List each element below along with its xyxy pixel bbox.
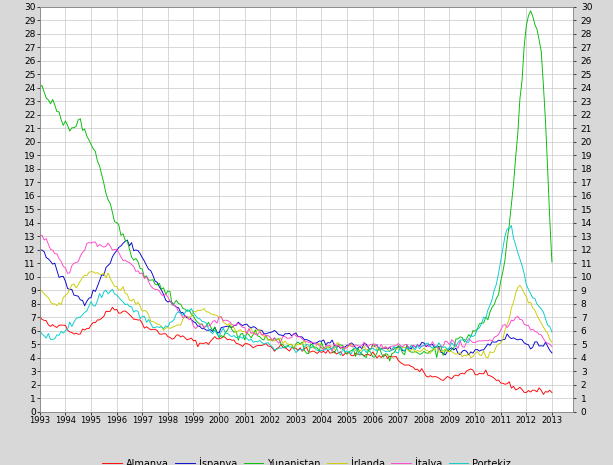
- İrlanda: [450, 350, 457, 356]
- İspanya: [546, 347, 554, 353]
- Yunanistan: [329, 347, 336, 353]
- Yunanistan: [527, 8, 535, 13]
- Yunanistan: [548, 259, 555, 265]
- İtalya: [333, 344, 340, 349]
- Almanya: [450, 373, 457, 379]
- İrlanda: [548, 339, 555, 345]
- Almanya: [539, 392, 547, 397]
- Portekiz: [546, 324, 554, 329]
- Portekiz: [450, 343, 457, 348]
- Yunanistan: [386, 358, 394, 364]
- Portekiz: [94, 298, 101, 303]
- Almanya: [548, 390, 555, 395]
- İspanya: [330, 343, 338, 348]
- Portekiz: [329, 345, 336, 351]
- İspanya: [548, 350, 555, 356]
- İspanya: [124, 237, 131, 243]
- İrlanda: [88, 269, 95, 274]
- Portekiz: [356, 352, 364, 358]
- Yunanistan: [230, 330, 238, 335]
- İtalya: [418, 343, 425, 349]
- Portekiz: [416, 346, 424, 352]
- Line: Portekiz: Portekiz: [40, 226, 552, 355]
- İtalya: [452, 342, 460, 348]
- İspanya: [416, 343, 424, 349]
- Line: Yunanistan: Yunanistan: [40, 11, 552, 361]
- Almanya: [546, 387, 554, 393]
- Almanya: [416, 369, 424, 374]
- İtalya: [329, 349, 336, 354]
- Portekiz: [548, 329, 555, 335]
- İspanya: [441, 352, 449, 358]
- İspanya: [36, 247, 44, 252]
- İspanya: [452, 345, 460, 351]
- Portekiz: [508, 223, 515, 228]
- Yunanistan: [450, 345, 457, 351]
- İrlanda: [467, 355, 474, 361]
- Almanya: [109, 305, 116, 310]
- İspanya: [232, 323, 240, 328]
- Almanya: [94, 317, 101, 323]
- İtalya: [96, 242, 103, 247]
- İrlanda: [330, 347, 338, 352]
- Portekiz: [36, 328, 44, 333]
- Almanya: [330, 348, 338, 354]
- İtalya: [36, 233, 44, 239]
- Almanya: [232, 340, 240, 346]
- İrlanda: [36, 286, 44, 291]
- Line: İtalya: İtalya: [40, 235, 552, 352]
- Yunanistan: [416, 352, 424, 357]
- İrlanda: [416, 349, 424, 354]
- İtalya: [546, 341, 554, 347]
- Yunanistan: [94, 159, 101, 164]
- İtalya: [38, 232, 45, 238]
- Almanya: [36, 313, 44, 319]
- İtalya: [232, 322, 240, 327]
- İrlanda: [232, 330, 240, 336]
- İrlanda: [96, 272, 103, 277]
- Yunanistan: [36, 84, 44, 90]
- İtalya: [548, 344, 555, 349]
- Legend: Almanya, İspanya, Yunanistan, İrlanda, İtalya, Portekiz: Almanya, İspanya, Yunanistan, İrlanda, İ…: [98, 453, 515, 465]
- Yunanistan: [546, 216, 554, 222]
- İrlanda: [546, 336, 554, 342]
- Line: Almanya: Almanya: [40, 307, 552, 394]
- Portekiz: [230, 333, 238, 339]
- İspanya: [94, 284, 101, 289]
- Line: İrlanda: İrlanda: [40, 272, 552, 358]
- Line: İspanya: İspanya: [40, 240, 552, 355]
